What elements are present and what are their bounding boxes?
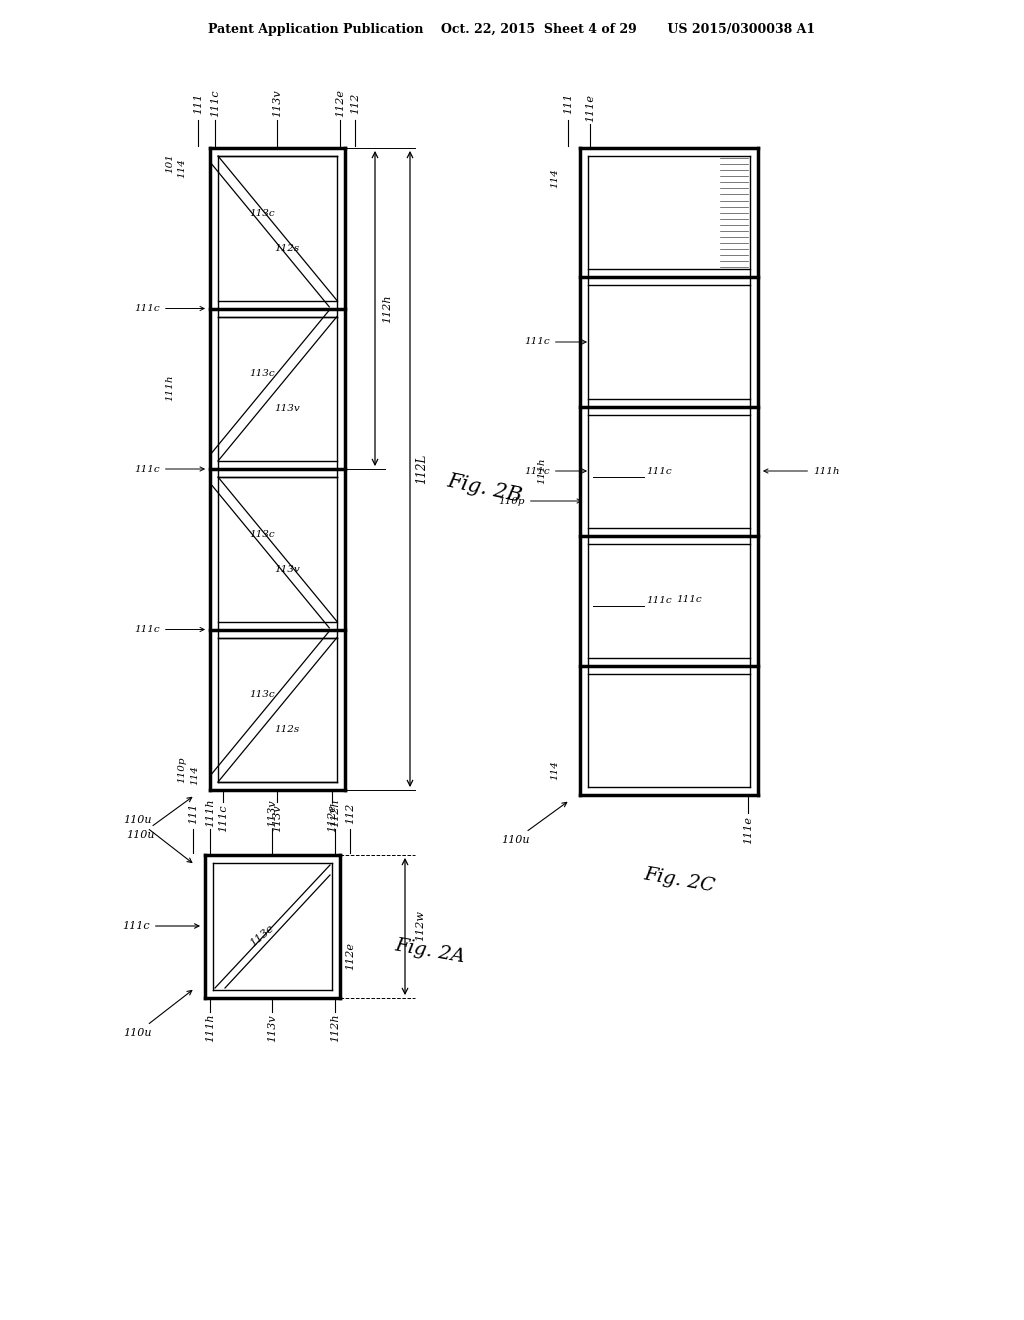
Text: 112e: 112e <box>335 88 345 117</box>
Text: 113c: 113c <box>249 209 274 218</box>
Text: 111h: 111h <box>205 1014 215 1043</box>
Text: 110u: 110u <box>501 803 566 845</box>
Text: 111h: 111h <box>764 466 840 475</box>
Text: 111c: 111c <box>134 304 204 313</box>
Text: 113e: 113e <box>248 923 275 949</box>
Text: 114: 114 <box>551 760 559 780</box>
Text: 111: 111 <box>563 92 573 114</box>
Text: 110u: 110u <box>126 797 191 840</box>
Text: 113v: 113v <box>274 565 300 574</box>
Text: 111h: 111h <box>538 458 547 484</box>
Text: 112: 112 <box>345 803 355 824</box>
Text: 111c: 111c <box>676 595 701 605</box>
Text: Fig. 2C: Fig. 2C <box>642 865 716 895</box>
Text: 113c: 113c <box>249 370 274 379</box>
Text: 112h: 112h <box>330 1014 340 1043</box>
Text: 111e: 111e <box>743 816 753 843</box>
Text: 113c: 113c <box>249 690 274 700</box>
Text: 113v: 113v <box>267 1014 278 1041</box>
Text: Patent Application Publication    Oct. 22, 2015  Sheet 4 of 29       US 2015/030: Patent Application Publication Oct. 22, … <box>209 24 815 37</box>
Text: 112s: 112s <box>274 725 300 734</box>
Text: 111c: 111c <box>210 90 220 116</box>
Text: 112: 112 <box>350 92 360 114</box>
Text: 112e: 112e <box>345 942 355 970</box>
Text: 113v: 113v <box>272 90 282 116</box>
Text: 110u: 110u <box>123 990 191 1038</box>
Text: 111c: 111c <box>218 804 228 832</box>
Text: 111c: 111c <box>134 465 204 474</box>
Text: 111: 111 <box>193 92 203 114</box>
Text: 111c: 111c <box>134 624 204 634</box>
Text: 110p: 110p <box>499 496 582 506</box>
Text: 111c: 111c <box>524 466 586 475</box>
Text: 114: 114 <box>177 158 186 178</box>
Text: 111c: 111c <box>646 467 672 477</box>
Text: 110u: 110u <box>123 814 191 862</box>
Text: 111h: 111h <box>205 799 215 828</box>
Text: 114: 114 <box>551 168 559 187</box>
Text: 111e: 111e <box>585 94 595 121</box>
Text: 112w: 112w <box>415 911 425 941</box>
Text: 112h: 112h <box>382 294 392 323</box>
Text: 114: 114 <box>190 766 200 785</box>
Text: 113v: 113v <box>272 804 282 832</box>
Text: Fig. 2B: Fig. 2B <box>445 471 524 507</box>
Text: 111c: 111c <box>524 338 586 346</box>
Text: 111: 111 <box>188 803 198 824</box>
Text: Fig. 2A: Fig. 2A <box>393 936 467 966</box>
Text: 112L: 112L <box>416 454 428 484</box>
Text: 110p: 110p <box>177 756 186 783</box>
Text: 111h: 111h <box>166 375 174 401</box>
Text: 112h: 112h <box>330 799 340 828</box>
Text: 101: 101 <box>166 153 174 173</box>
Text: 113v: 113v <box>267 799 278 826</box>
Text: 111c: 111c <box>646 597 672 606</box>
Text: 112s: 112s <box>274 244 300 252</box>
Text: 112e: 112e <box>327 804 337 832</box>
Text: 113v: 113v <box>274 404 300 413</box>
Text: 113c: 113c <box>249 529 274 539</box>
Text: 111c: 111c <box>123 921 199 931</box>
